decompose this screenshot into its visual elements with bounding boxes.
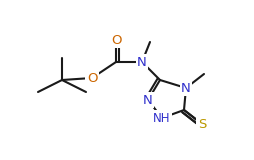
Text: N: N [181, 81, 191, 95]
Text: S: S [198, 117, 206, 131]
Text: N: N [137, 56, 147, 68]
Text: O: O [87, 72, 97, 84]
Text: NH: NH [153, 112, 171, 124]
Text: N: N [143, 93, 153, 107]
Text: O: O [111, 33, 121, 47]
